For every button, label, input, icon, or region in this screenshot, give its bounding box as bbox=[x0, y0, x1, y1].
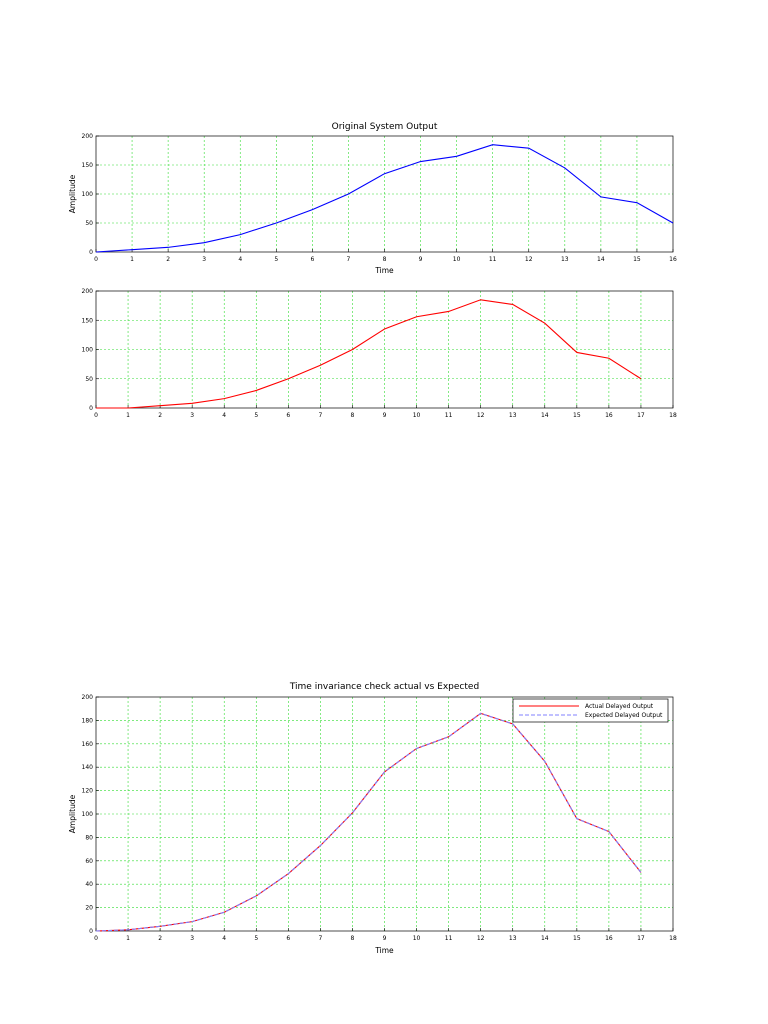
chart2-xtick-label: 15 bbox=[573, 412, 581, 419]
chart1-ylabel: Amplitude bbox=[68, 174, 77, 213]
chart1-xtick-label: 4 bbox=[238, 256, 242, 263]
chart3-series-0-line bbox=[95, 712, 642, 932]
chart3-xtick-label: 14 bbox=[541, 935, 549, 942]
chart3-legend-label: Actual Delayed Output bbox=[585, 703, 654, 710]
chart1-xtick-label: 9 bbox=[419, 256, 423, 263]
chart3-xtick-label: 9 bbox=[383, 935, 387, 942]
chart2-xtick-label: 2 bbox=[158, 412, 162, 419]
chart1-xtick-label: 13 bbox=[561, 256, 569, 263]
chart3-xtick-label: 11 bbox=[445, 935, 453, 942]
chart2-xtick-label: 13 bbox=[509, 412, 517, 419]
chart1-xtick-label: 10 bbox=[453, 256, 461, 263]
chart2-series-0-line bbox=[96, 299, 642, 409]
chart2-xtick-label: 12 bbox=[477, 412, 485, 419]
chart1-xtick-label: 11 bbox=[489, 256, 497, 263]
chart3-xtick-label: 8 bbox=[351, 935, 355, 942]
chart3-xtick-label: 10 bbox=[413, 935, 421, 942]
chart3-ytick-label: 100 bbox=[82, 811, 94, 818]
chart3-ytick-label: 60 bbox=[85, 858, 93, 865]
chart2-xtick-label: 8 bbox=[351, 412, 355, 419]
chart3-xtick-label: 13 bbox=[509, 935, 517, 942]
chart3-legend-label: Expected Delayed Output bbox=[585, 712, 663, 719]
chart3-xtick-label: 15 bbox=[573, 935, 581, 942]
chart3-xtick-label: 7 bbox=[318, 935, 322, 942]
chart2-ytick-label: 150 bbox=[82, 317, 94, 324]
chart1-xtick-label: 16 bbox=[669, 256, 677, 263]
chart1-xtick-label: 15 bbox=[633, 256, 641, 263]
chart2-xtick-label: 5 bbox=[254, 412, 258, 419]
chart3-xtick-label: 0 bbox=[94, 935, 98, 942]
chart2-xtick-label: 18 bbox=[669, 412, 677, 419]
chart2-xtick-label: 6 bbox=[286, 412, 290, 419]
chart3-xtick-label: 2 bbox=[158, 935, 162, 942]
chart1-xtick-label: 8 bbox=[383, 256, 387, 263]
chart3-xtick-label: 6 bbox=[286, 935, 290, 942]
chart2-xtick-label: 16 bbox=[605, 412, 613, 419]
chart3-ytick-label: 0 bbox=[89, 928, 93, 935]
chart3-xtick-label: 16 bbox=[605, 935, 613, 942]
chart1-xtick-label: 0 bbox=[94, 256, 98, 263]
chart3-xtick-label: 12 bbox=[477, 935, 485, 942]
chart3-xtick-label: 4 bbox=[222, 935, 226, 942]
chart1-ytick-label: 100 bbox=[82, 191, 94, 198]
chart1-xtick-label: 2 bbox=[166, 256, 170, 263]
chart2-ytick-label: 200 bbox=[82, 288, 94, 295]
chart3-xtick-label: 18 bbox=[669, 935, 677, 942]
chart1-ytick-label: 0 bbox=[89, 249, 93, 256]
chart1-ytick-label: 50 bbox=[85, 220, 93, 227]
chart3-ylabel: Amplitude bbox=[68, 794, 77, 833]
chart2-xtick-label: 1 bbox=[126, 412, 130, 419]
chart1-xtick-label: 7 bbox=[347, 256, 351, 263]
chart3-ytick-label: 160 bbox=[82, 741, 94, 748]
chart3-title: Time invariance check actual vs Expected bbox=[289, 682, 479, 692]
chart1-xtick-label: 5 bbox=[274, 256, 278, 263]
chart1: 0 1 2 3 4 5 6 7 8 9 10 11 12 13 14 15 16050100150200Orig… bbox=[68, 122, 677, 275]
chart3-xtick-label: 1 bbox=[126, 935, 130, 942]
chart3-ytick-label: 140 bbox=[82, 764, 94, 771]
chart2-xtick-label: 17 bbox=[637, 412, 645, 419]
chart3-ytick-label: 40 bbox=[85, 881, 93, 888]
chart1-xtick-label: 12 bbox=[525, 256, 533, 263]
chart1-ytick-label: 150 bbox=[82, 162, 94, 169]
chart2-xtick-label: 10 bbox=[413, 412, 421, 419]
chart2-xtick-label: 9 bbox=[383, 412, 387, 419]
chart3-xtick-label: 5 bbox=[254, 935, 258, 942]
chart2-xtick-label: 3 bbox=[190, 412, 194, 419]
chart3-ytick-label: 20 bbox=[85, 905, 93, 912]
chart1-xlabel: Time bbox=[374, 266, 394, 275]
chart2-xtick-label: 14 bbox=[541, 412, 549, 419]
chart3-xtick-label: 17 bbox=[637, 935, 645, 942]
chart3: 0 1 2 3 4 5 6 7 8 9 10 11 12 13 14 15 16 17 18020406080100… bbox=[68, 682, 677, 955]
chart2-xtick-label: 0 bbox=[94, 412, 98, 419]
chart3-series-1-line bbox=[95, 712, 642, 932]
chart2-ytick-label: 0 bbox=[89, 405, 93, 412]
chart1-xtick-label: 6 bbox=[310, 256, 314, 263]
chart3-ytick-label: 80 bbox=[85, 834, 93, 841]
chart1-xtick-label: 3 bbox=[202, 256, 206, 263]
chart3-ytick-label: 120 bbox=[82, 788, 94, 795]
chart1-xtick-label: 14 bbox=[597, 256, 605, 263]
chart2-xtick-label: 11 bbox=[445, 412, 453, 419]
chart2-xtick-label: 7 bbox=[318, 412, 322, 419]
chart3-xlabel: Time bbox=[374, 946, 394, 955]
chart3-ytick-label: 200 bbox=[82, 694, 94, 701]
chart1-title: Original System Output bbox=[332, 122, 438, 132]
chart1-xtick-label: 1 bbox=[130, 256, 134, 263]
chart2-xtick-label: 4 bbox=[222, 412, 226, 419]
chart2-ytick-label: 50 bbox=[85, 376, 93, 383]
chart1-ytick-label: 200 bbox=[82, 133, 94, 140]
chart3-legend bbox=[512, 698, 669, 723]
chart3-xtick-label: 3 bbox=[190, 935, 194, 942]
chart3-ytick-label: 180 bbox=[82, 717, 94, 724]
chart2-ytick-label: 100 bbox=[82, 347, 94, 354]
